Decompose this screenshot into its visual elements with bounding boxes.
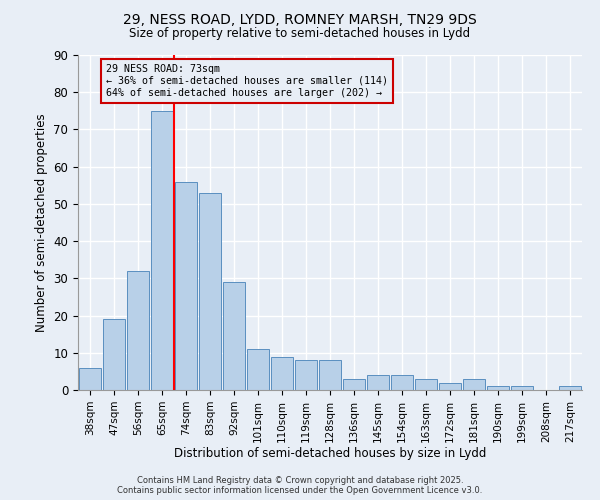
Bar — [103, 320, 125, 390]
Text: 29, NESS ROAD, LYDD, ROMNEY MARSH, TN29 9DS: 29, NESS ROAD, LYDD, ROMNEY MARSH, TN29 … — [123, 12, 477, 26]
Bar — [439, 382, 461, 390]
Bar — [79, 368, 101, 390]
Bar — [391, 375, 413, 390]
Bar — [199, 192, 221, 390]
Bar — [559, 386, 581, 390]
Bar — [343, 379, 365, 390]
Bar — [415, 379, 437, 390]
Bar — [151, 111, 173, 390]
Bar — [487, 386, 509, 390]
Bar — [271, 356, 293, 390]
Bar — [127, 271, 149, 390]
X-axis label: Distribution of semi-detached houses by size in Lydd: Distribution of semi-detached houses by … — [174, 448, 486, 460]
Text: Contains HM Land Registry data © Crown copyright and database right 2025.
Contai: Contains HM Land Registry data © Crown c… — [118, 476, 482, 495]
Bar — [367, 375, 389, 390]
Bar — [175, 182, 197, 390]
Y-axis label: Number of semi-detached properties: Number of semi-detached properties — [35, 113, 48, 332]
Bar — [247, 349, 269, 390]
Bar — [295, 360, 317, 390]
Bar — [223, 282, 245, 390]
Text: Size of property relative to semi-detached houses in Lydd: Size of property relative to semi-detach… — [130, 28, 470, 40]
Bar — [319, 360, 341, 390]
Bar — [463, 379, 485, 390]
Bar — [511, 386, 533, 390]
Text: 29 NESS ROAD: 73sqm
← 36% of semi-detached houses are smaller (114)
64% of semi-: 29 NESS ROAD: 73sqm ← 36% of semi-detach… — [106, 64, 388, 98]
